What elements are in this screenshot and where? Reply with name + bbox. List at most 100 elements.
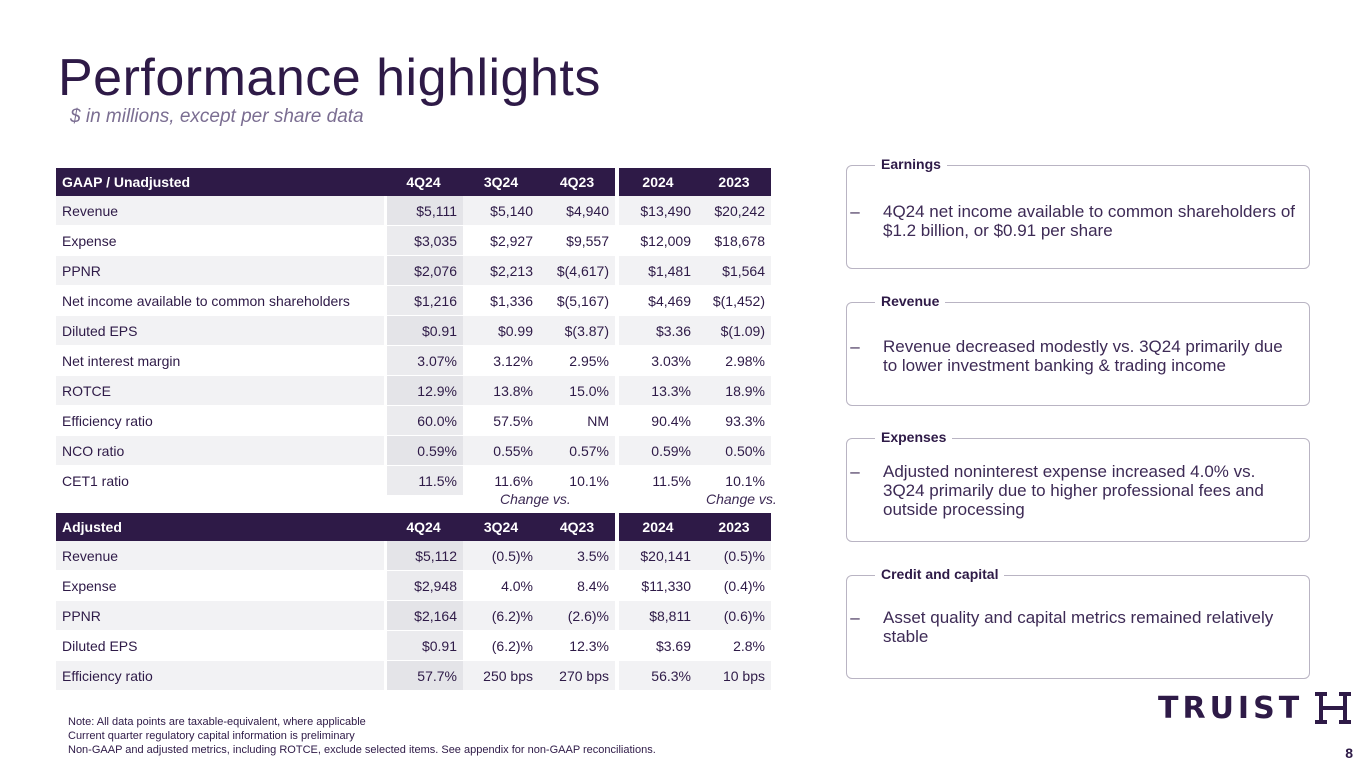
table-cell: 8.4% (539, 571, 615, 601)
table-cell: $2,213 (463, 256, 539, 286)
table-cell: $3.69 (619, 631, 697, 661)
row-label: NCO ratio (56, 436, 384, 466)
table-cell: 2.95% (539, 346, 615, 376)
table-cell: 60.0% (384, 406, 463, 436)
table-cell: $8,811 (619, 601, 697, 631)
row-label: PPNR (56, 601, 384, 631)
table-cell: $(1.09) (697, 316, 771, 346)
column-gap (615, 571, 619, 601)
row-label: ROTCE (56, 376, 384, 406)
table-cell: $12,009 (619, 226, 697, 256)
table-cell: $20,141 (619, 541, 697, 571)
table-cell: $11,330 (619, 571, 697, 601)
table-cell: 250 bps (463, 661, 539, 691)
truist-logo: TRUIST (1158, 688, 1353, 728)
logo-wordmark: TRUIST (1158, 690, 1304, 726)
bullet-dash: – (850, 462, 860, 481)
table-row: Revenue $5,111 $5,140 $4,940 $13,490 $20,242 (56, 196, 771, 226)
column-gap (615, 513, 619, 541)
table-cell: $4,469 (619, 286, 697, 316)
table-cell: 10.1% (539, 466, 615, 496)
column-gap (615, 631, 619, 661)
table-cell: $2,164 (384, 601, 463, 631)
footnote-line: Current quarter regulatory capital infor… (68, 730, 355, 742)
table-cell: 0.55% (463, 436, 539, 466)
table-cell: 93.3% (697, 406, 771, 436)
table-cell: $3.36 (619, 316, 697, 346)
header-cell: 4Q24 (384, 513, 463, 541)
table-row: PPNR $2,076 $2,213 $(4,617) $1,481 $1,564 (56, 256, 771, 286)
table-cell: 13.8% (463, 376, 539, 406)
row-label: Expense (56, 571, 384, 601)
table-cell: $0.91 (384, 316, 463, 346)
column-gap (615, 168, 619, 196)
row-label: Net income available to common sharehold… (56, 286, 384, 316)
table-cell: (0.5)% (697, 541, 771, 571)
table-cell: 0.57% (539, 436, 615, 466)
header-cell: 4Q23 (539, 168, 615, 196)
row-label: Efficiency ratio (56, 406, 384, 436)
table-cell: 0.59% (619, 436, 697, 466)
table-cell: (0.6)% (697, 601, 771, 631)
table-cell: $1,216 (384, 286, 463, 316)
card-heading: Credit and capital (875, 566, 1005, 582)
header-cell: 2023 (697, 168, 771, 196)
table-cell: $2,076 (384, 256, 463, 286)
table-cell: 2.98% (697, 346, 771, 376)
page-subtitle: $ in millions, except per share data (70, 106, 364, 127)
table-row: ROTCE 12.9% 13.8% 15.0% 13.3% 18.9% (56, 376, 771, 406)
table-cell: $18,678 (697, 226, 771, 256)
table-cell: (0.5)% (463, 541, 539, 571)
earnings-card: Earnings – 4Q24 net income available to c… (846, 156, 1310, 269)
revenue-card: Revenue – Revenue decreased modestly vs. … (846, 293, 1310, 406)
table-cell: $9,557 (539, 226, 615, 256)
card-bullet: – Adjusted noninterest expense increased … (850, 462, 1299, 519)
row-label: Revenue (56, 541, 384, 571)
table-cell: $1,481 (619, 256, 697, 286)
table-row: Expense $2,948 4.0% 8.4% $11,330 (0.4)% (56, 571, 771, 601)
change-vs-label-quarterly: Change vs. (500, 491, 571, 507)
table-cell: $5,112 (384, 541, 463, 571)
gaap-table: GAAP / Unadjusted 4Q24 3Q24 4Q23 2024 20… (56, 168, 771, 496)
card-bullet-text: Revenue decreased modestly vs. 3Q24 prim… (883, 337, 1283, 375)
table-cell: $0.91 (384, 631, 463, 661)
table-header-row: GAAP / Unadjusted 4Q24 3Q24 4Q23 2024 20… (56, 168, 771, 196)
header-cell: 2024 (619, 168, 697, 196)
table-cell: $5,111 (384, 196, 463, 226)
table-cell: 12.3% (539, 631, 615, 661)
table-row: Diluted EPS $0.91 (6.2)% 12.3% $3.69 2.8% (56, 631, 771, 661)
table-cell: $(1,452) (697, 286, 771, 316)
table-cell: $(5,167) (539, 286, 615, 316)
column-gap (615, 196, 619, 226)
table-cell: $2,948 (384, 571, 463, 601)
table-row: Diluted EPS $0.91 $0.99 $(3.87) $3.36 $(1.09) (56, 316, 771, 346)
header-cell: 2023 (697, 513, 771, 541)
row-label: Efficiency ratio (56, 661, 384, 691)
table-header-row: Adjusted 4Q24 3Q24 4Q23 2024 2023 (56, 513, 771, 541)
table-cell: $(4,617) (539, 256, 615, 286)
card-heading: Earnings (875, 156, 947, 172)
table-cell: 10.1% (697, 466, 771, 496)
header-cell: 3Q24 (463, 513, 539, 541)
table-cell: 3.5% (539, 541, 615, 571)
table-cell: (2.6)% (539, 601, 615, 631)
column-gap (615, 541, 619, 571)
header-cell: 4Q24 (384, 168, 463, 196)
expenses-card: Expenses – Adjusted noninterest expense i… (846, 429, 1310, 542)
table-cell: 12.9% (384, 376, 463, 406)
footnotes: Note: All data points are taxable-equiva… (68, 715, 656, 757)
table-row: Revenue $5,112 (0.5)% 3.5% $20,141 (0.5)% (56, 541, 771, 571)
table-cell: (6.2)% (463, 601, 539, 631)
credit-capital-card: Credit and capital – Asset quality and ca… (846, 566, 1310, 679)
column-gap (615, 376, 619, 406)
table-cell: 0.59% (384, 436, 463, 466)
column-gap (615, 226, 619, 256)
header-cell: 4Q23 (539, 513, 615, 541)
table-row: Net interest margin 3.07% 3.12% 2.95% 3.03% 2… (56, 346, 771, 376)
table-cell: 3.07% (384, 346, 463, 376)
row-label: Revenue (56, 196, 384, 226)
row-label: Diluted EPS (56, 316, 384, 346)
table-cell: 57.5% (463, 406, 539, 436)
table-cell: $3,035 (384, 226, 463, 256)
table-row: CET1 ratio 11.5% 11.6% 10.1% 11.5% 10.1% (56, 466, 771, 496)
